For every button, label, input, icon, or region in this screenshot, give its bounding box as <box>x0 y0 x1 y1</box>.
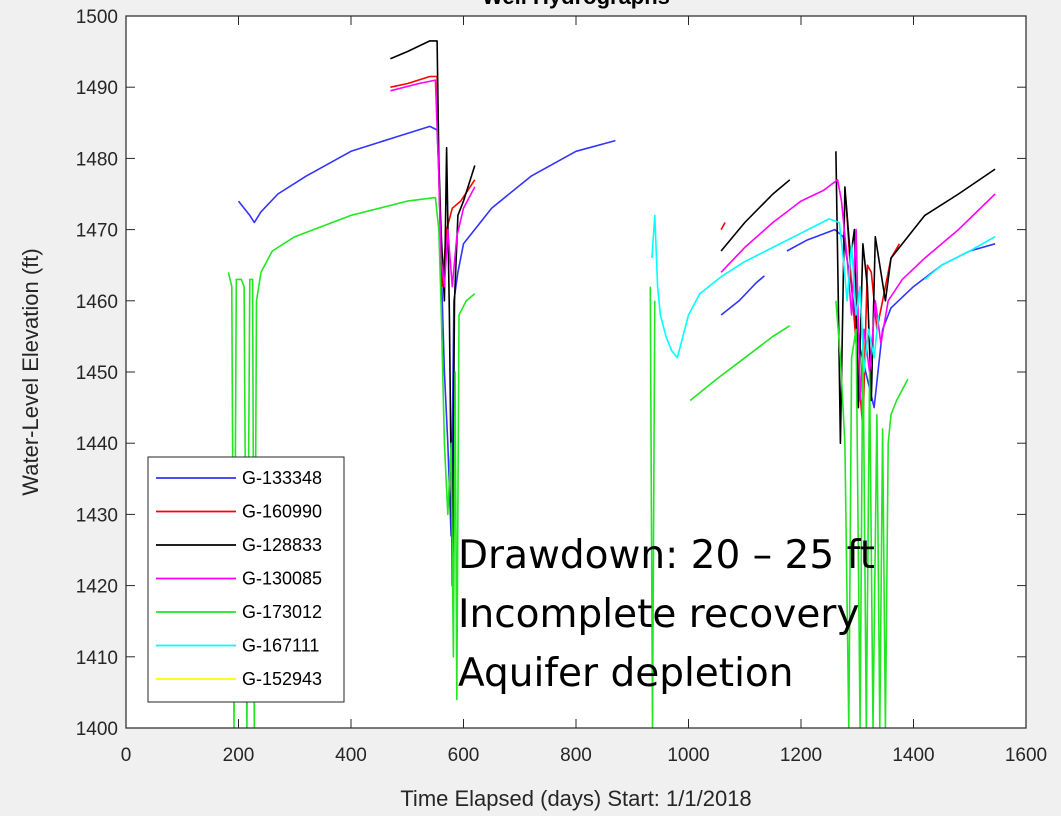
legend-items: G-133348 G-160990 G-128833 G-130085 G-173012… <box>156 468 322 689</box>
legend-label: G-160990 <box>242 502 322 522</box>
annotation-line-3: Aquifer depletion <box>458 651 794 696</box>
annotation-line-2: Incomplete recovery <box>458 592 859 637</box>
chart-title: Well Hydrographs <box>482 0 670 9</box>
series-line <box>845 201 901 430</box>
y-tick-label: 1400 <box>76 719 118 740</box>
series-line <box>924 236 996 281</box>
series-line <box>390 79 476 288</box>
y-tick-label: 1490 <box>76 78 118 99</box>
y-tick-label: 1500 <box>76 7 118 28</box>
y-tick-label: 1450 <box>76 363 118 384</box>
legend-label: G-167111 <box>242 636 319 656</box>
legend-label: G-130085 <box>242 569 322 589</box>
legend: G-133348 G-160990 G-128833 G-130085 G-173012… <box>147 456 345 703</box>
legend-label: G-152943 <box>242 669 322 689</box>
x-tick-label: 400 <box>335 745 367 766</box>
legend-item: G-152943 <box>156 669 322 689</box>
y-tick-label: 1480 <box>76 149 118 170</box>
x-tick-label: 800 <box>560 745 592 766</box>
annotation: Drawdown: 20 – 25 ft Incomplete recovery… <box>458 533 875 696</box>
x-tick-label: 0 <box>121 745 132 766</box>
legend-item: G-128833 <box>156 535 322 555</box>
series-G-130085 <box>390 79 996 402</box>
legend-item: G-167111 <box>156 636 319 656</box>
series-line <box>720 179 791 252</box>
series-line <box>689 325 791 402</box>
x-tick-label: 1000 <box>667 745 709 766</box>
series-line <box>649 286 656 728</box>
y-axis-label: Water-Level Elevation (ft) <box>18 248 43 495</box>
legend-item: G-173012 <box>156 602 322 622</box>
legend-box <box>147 456 345 703</box>
y-tick-label: 1420 <box>76 577 118 598</box>
x-tick-label: 1400 <box>892 745 934 766</box>
series-line <box>390 40 476 587</box>
annotation-line-1: Drawdown: 20 – 25 ft <box>458 533 875 578</box>
x-tick-label: 1200 <box>780 745 822 766</box>
x-tick-label: 600 <box>448 745 480 766</box>
legend-label: G-133348 <box>242 468 322 488</box>
y-tick-label: 1460 <box>76 292 118 313</box>
series-line <box>720 179 996 402</box>
series-line <box>720 275 765 316</box>
y-tick-label: 1470 <box>76 221 118 242</box>
x-axis-label: Time Elapsed (days) Start: 1/1/2018 <box>400 786 751 811</box>
series-G-173012 <box>227 196 909 728</box>
series-line <box>651 214 880 373</box>
x-tick-label: 1600 <box>1005 745 1047 766</box>
legend-item: G-130085 <box>156 569 322 589</box>
series-line <box>227 196 476 728</box>
y-tick-label: 1410 <box>76 648 118 669</box>
series-line <box>720 222 726 230</box>
x-tick-label: 200 <box>223 745 255 766</box>
series-line <box>835 300 909 728</box>
y-tick-label: 1430 <box>76 505 118 526</box>
tick-layer: 0 200 400 600 800 1000 1200 1400 1600 1400 1410 142… <box>76 7 1047 766</box>
legend-item: G-160990 <box>156 502 322 522</box>
series-layer <box>227 40 996 728</box>
legend-item: G-133348 <box>156 468 322 488</box>
legend-label: G-173012 <box>242 602 322 622</box>
series-G-167111 <box>651 214 996 373</box>
legend-label: G-128833 <box>242 535 322 555</box>
y-tick-label: 1440 <box>76 434 118 455</box>
